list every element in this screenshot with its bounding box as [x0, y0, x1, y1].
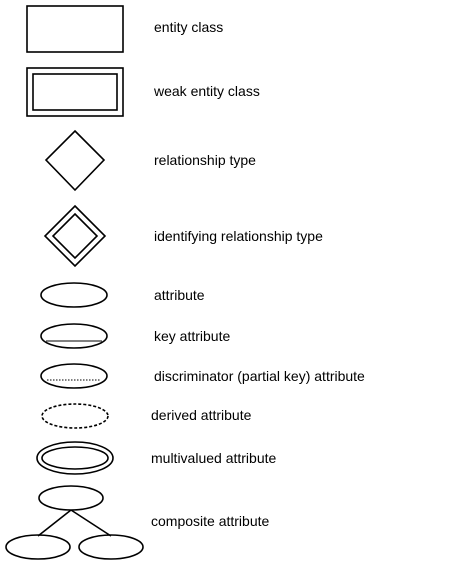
weak-entity-class-label: weak entity class [154, 83, 260, 99]
key-attribute-label: key attribute [154, 328, 231, 344]
weak-entity-class-symbol [26, 67, 124, 117]
derived-attribute-symbol [41, 403, 109, 429]
discriminator-attribute-symbol [40, 363, 108, 389]
derived-attribute-label: derived attribute [151, 407, 252, 423]
entity-class-symbol [26, 5, 124, 53]
attribute-label: attribute [154, 287, 205, 303]
identifying-relationship-type-label: identifying relationship type [154, 228, 323, 244]
relationship-type-symbol [44, 129, 106, 192]
identifying-relationship-type-symbol [43, 204, 107, 268]
attribute-symbol [40, 282, 108, 308]
multivalued-attribute-label: multivalued attribute [151, 450, 277, 466]
multivalued-attribute-symbol [36, 441, 114, 475]
relationship-type-label: relationship type [154, 152, 256, 168]
discriminator-attribute-label: discriminator (partial key) attribute [154, 368, 365, 384]
composite-attribute-symbol [5, 485, 144, 560]
key-attribute-symbol [40, 323, 108, 349]
composite-attribute-label: composite attribute [151, 513, 270, 529]
entity-class-label: entity class [154, 19, 224, 35]
